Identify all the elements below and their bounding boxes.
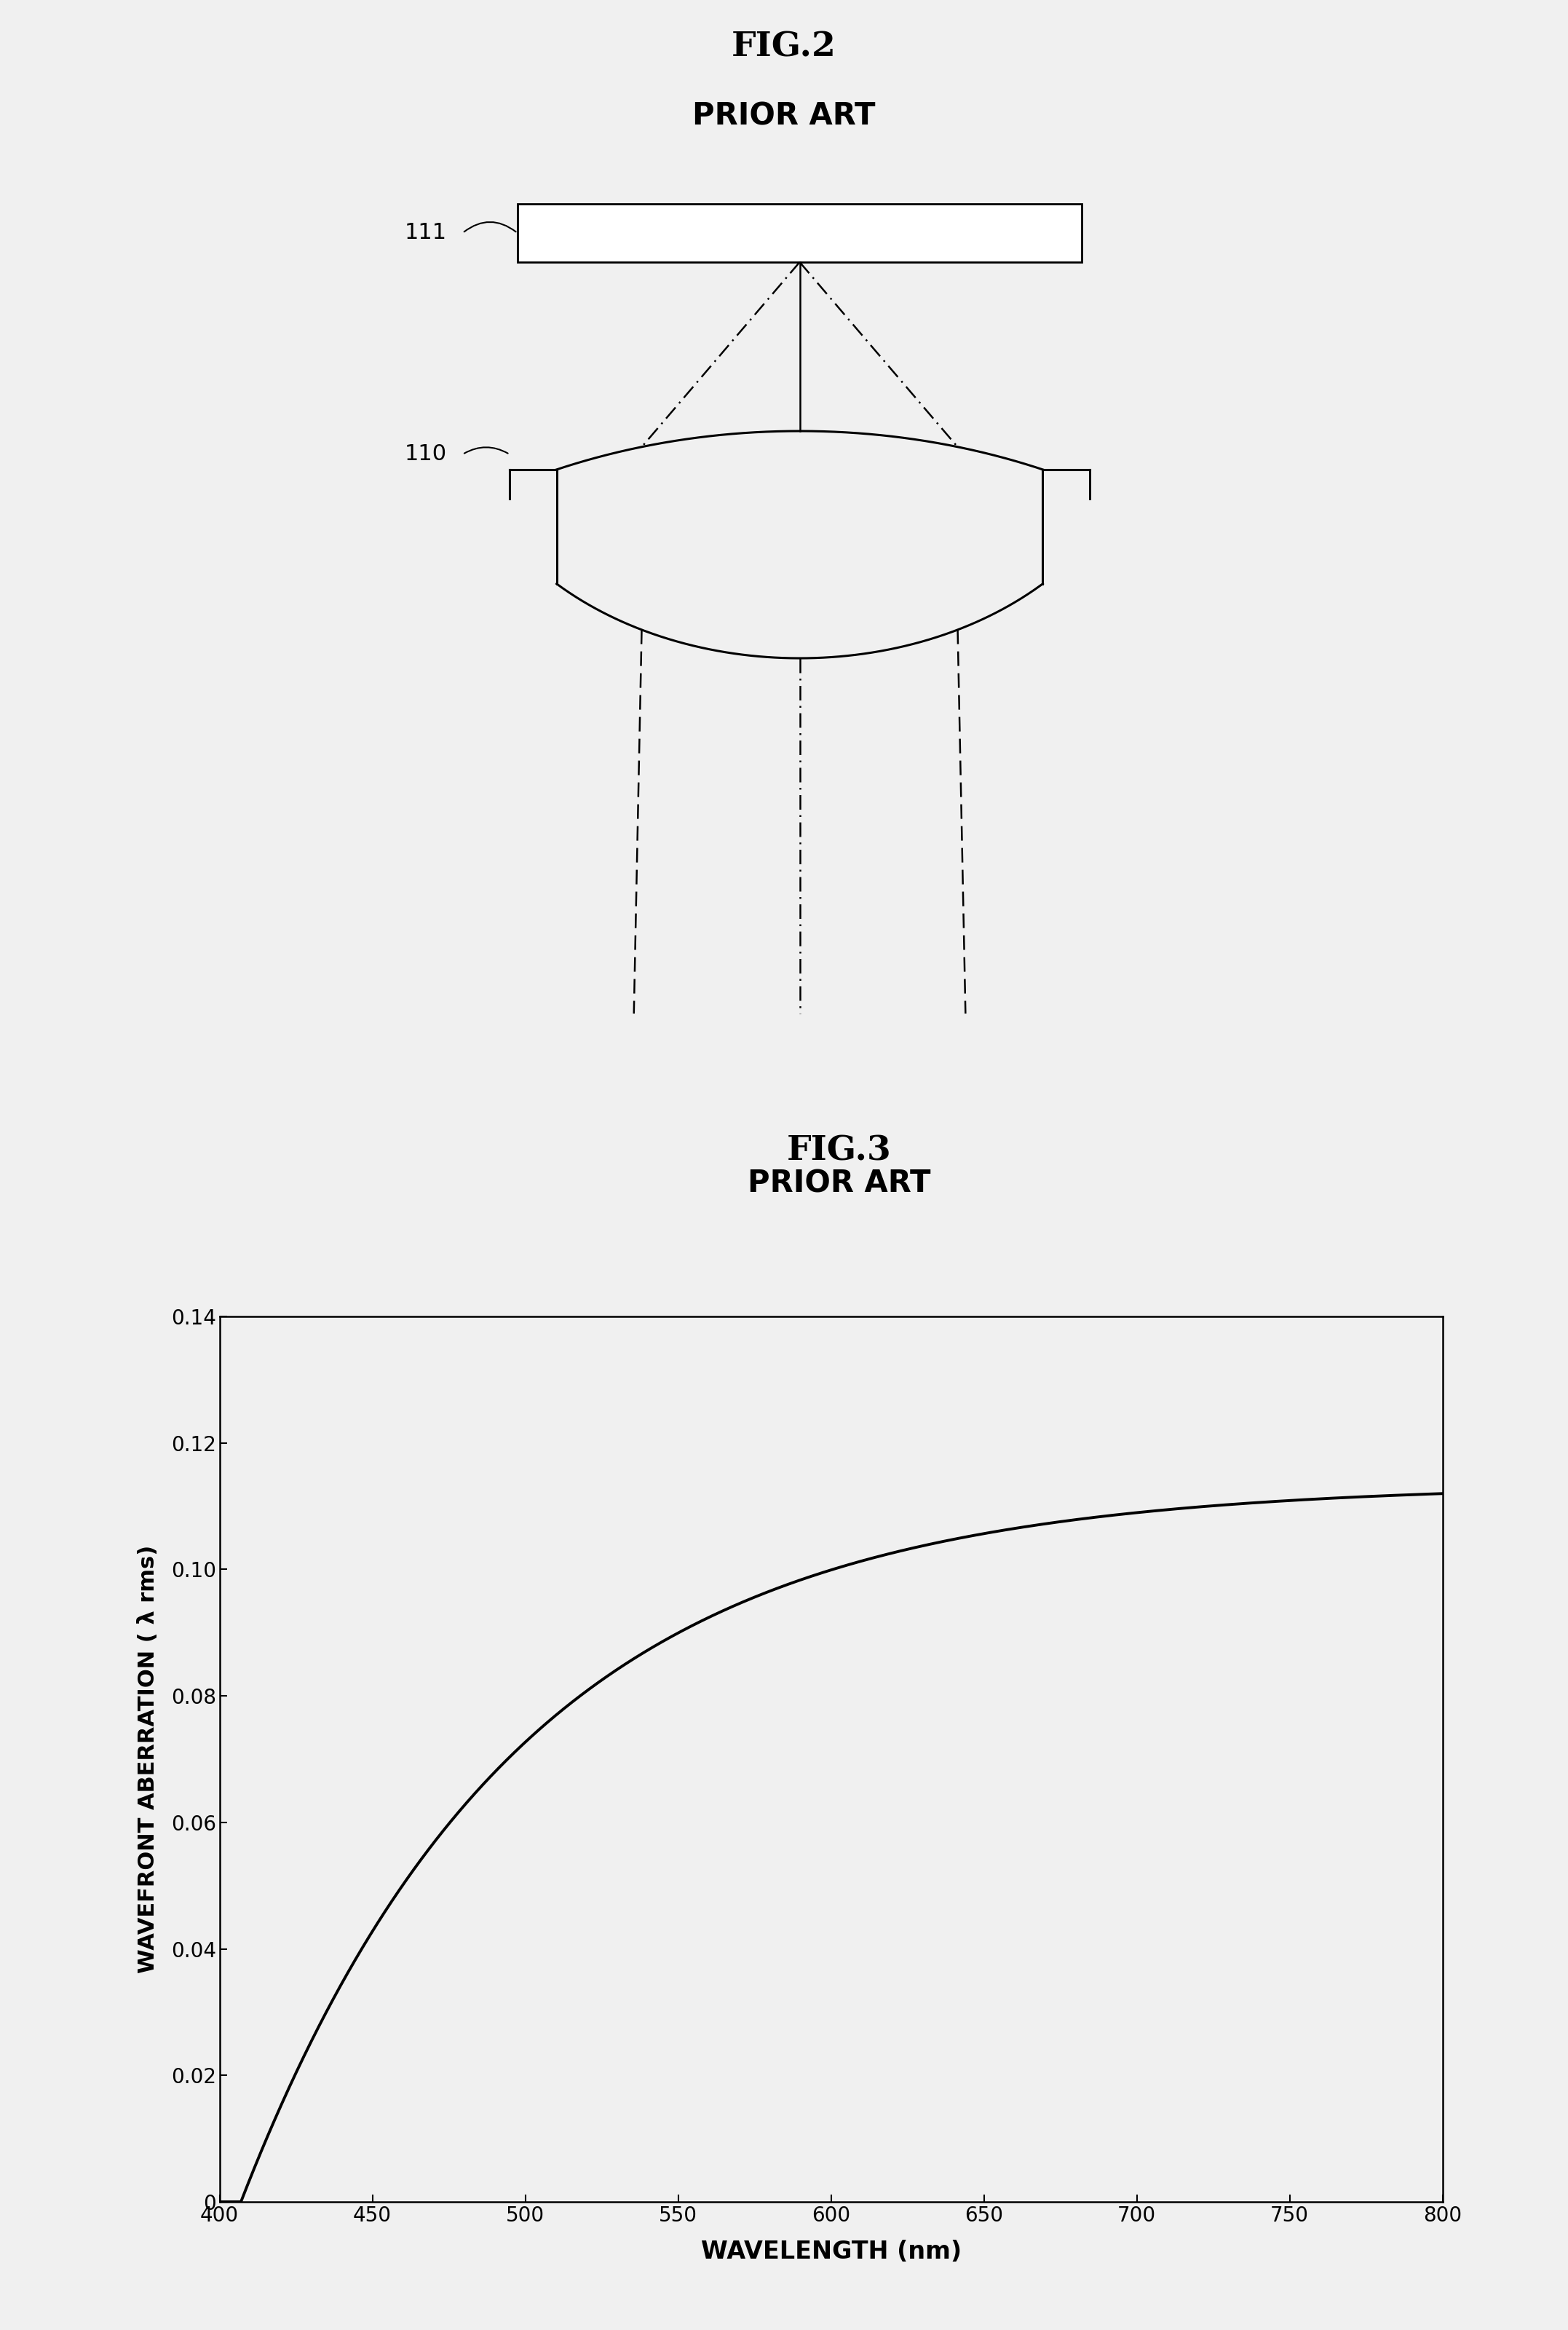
- Bar: [517, 205, 1082, 261]
- Text: PRIOR ART: PRIOR ART: [693, 100, 875, 133]
- Y-axis label: WAVEFRONT ABERRATION ( λ rms): WAVEFRONT ABERRATION ( λ rms): [138, 1545, 158, 1974]
- Text: 111: 111: [405, 221, 447, 245]
- Text: 110: 110: [405, 443, 447, 466]
- Text: PRIOR ART: PRIOR ART: [748, 1167, 930, 1200]
- X-axis label: WAVELENGTH (nm): WAVELENGTH (nm): [701, 2239, 961, 2265]
- Text: FIG.3: FIG.3: [787, 1135, 891, 1167]
- Text: FIG.2: FIG.2: [732, 30, 836, 63]
